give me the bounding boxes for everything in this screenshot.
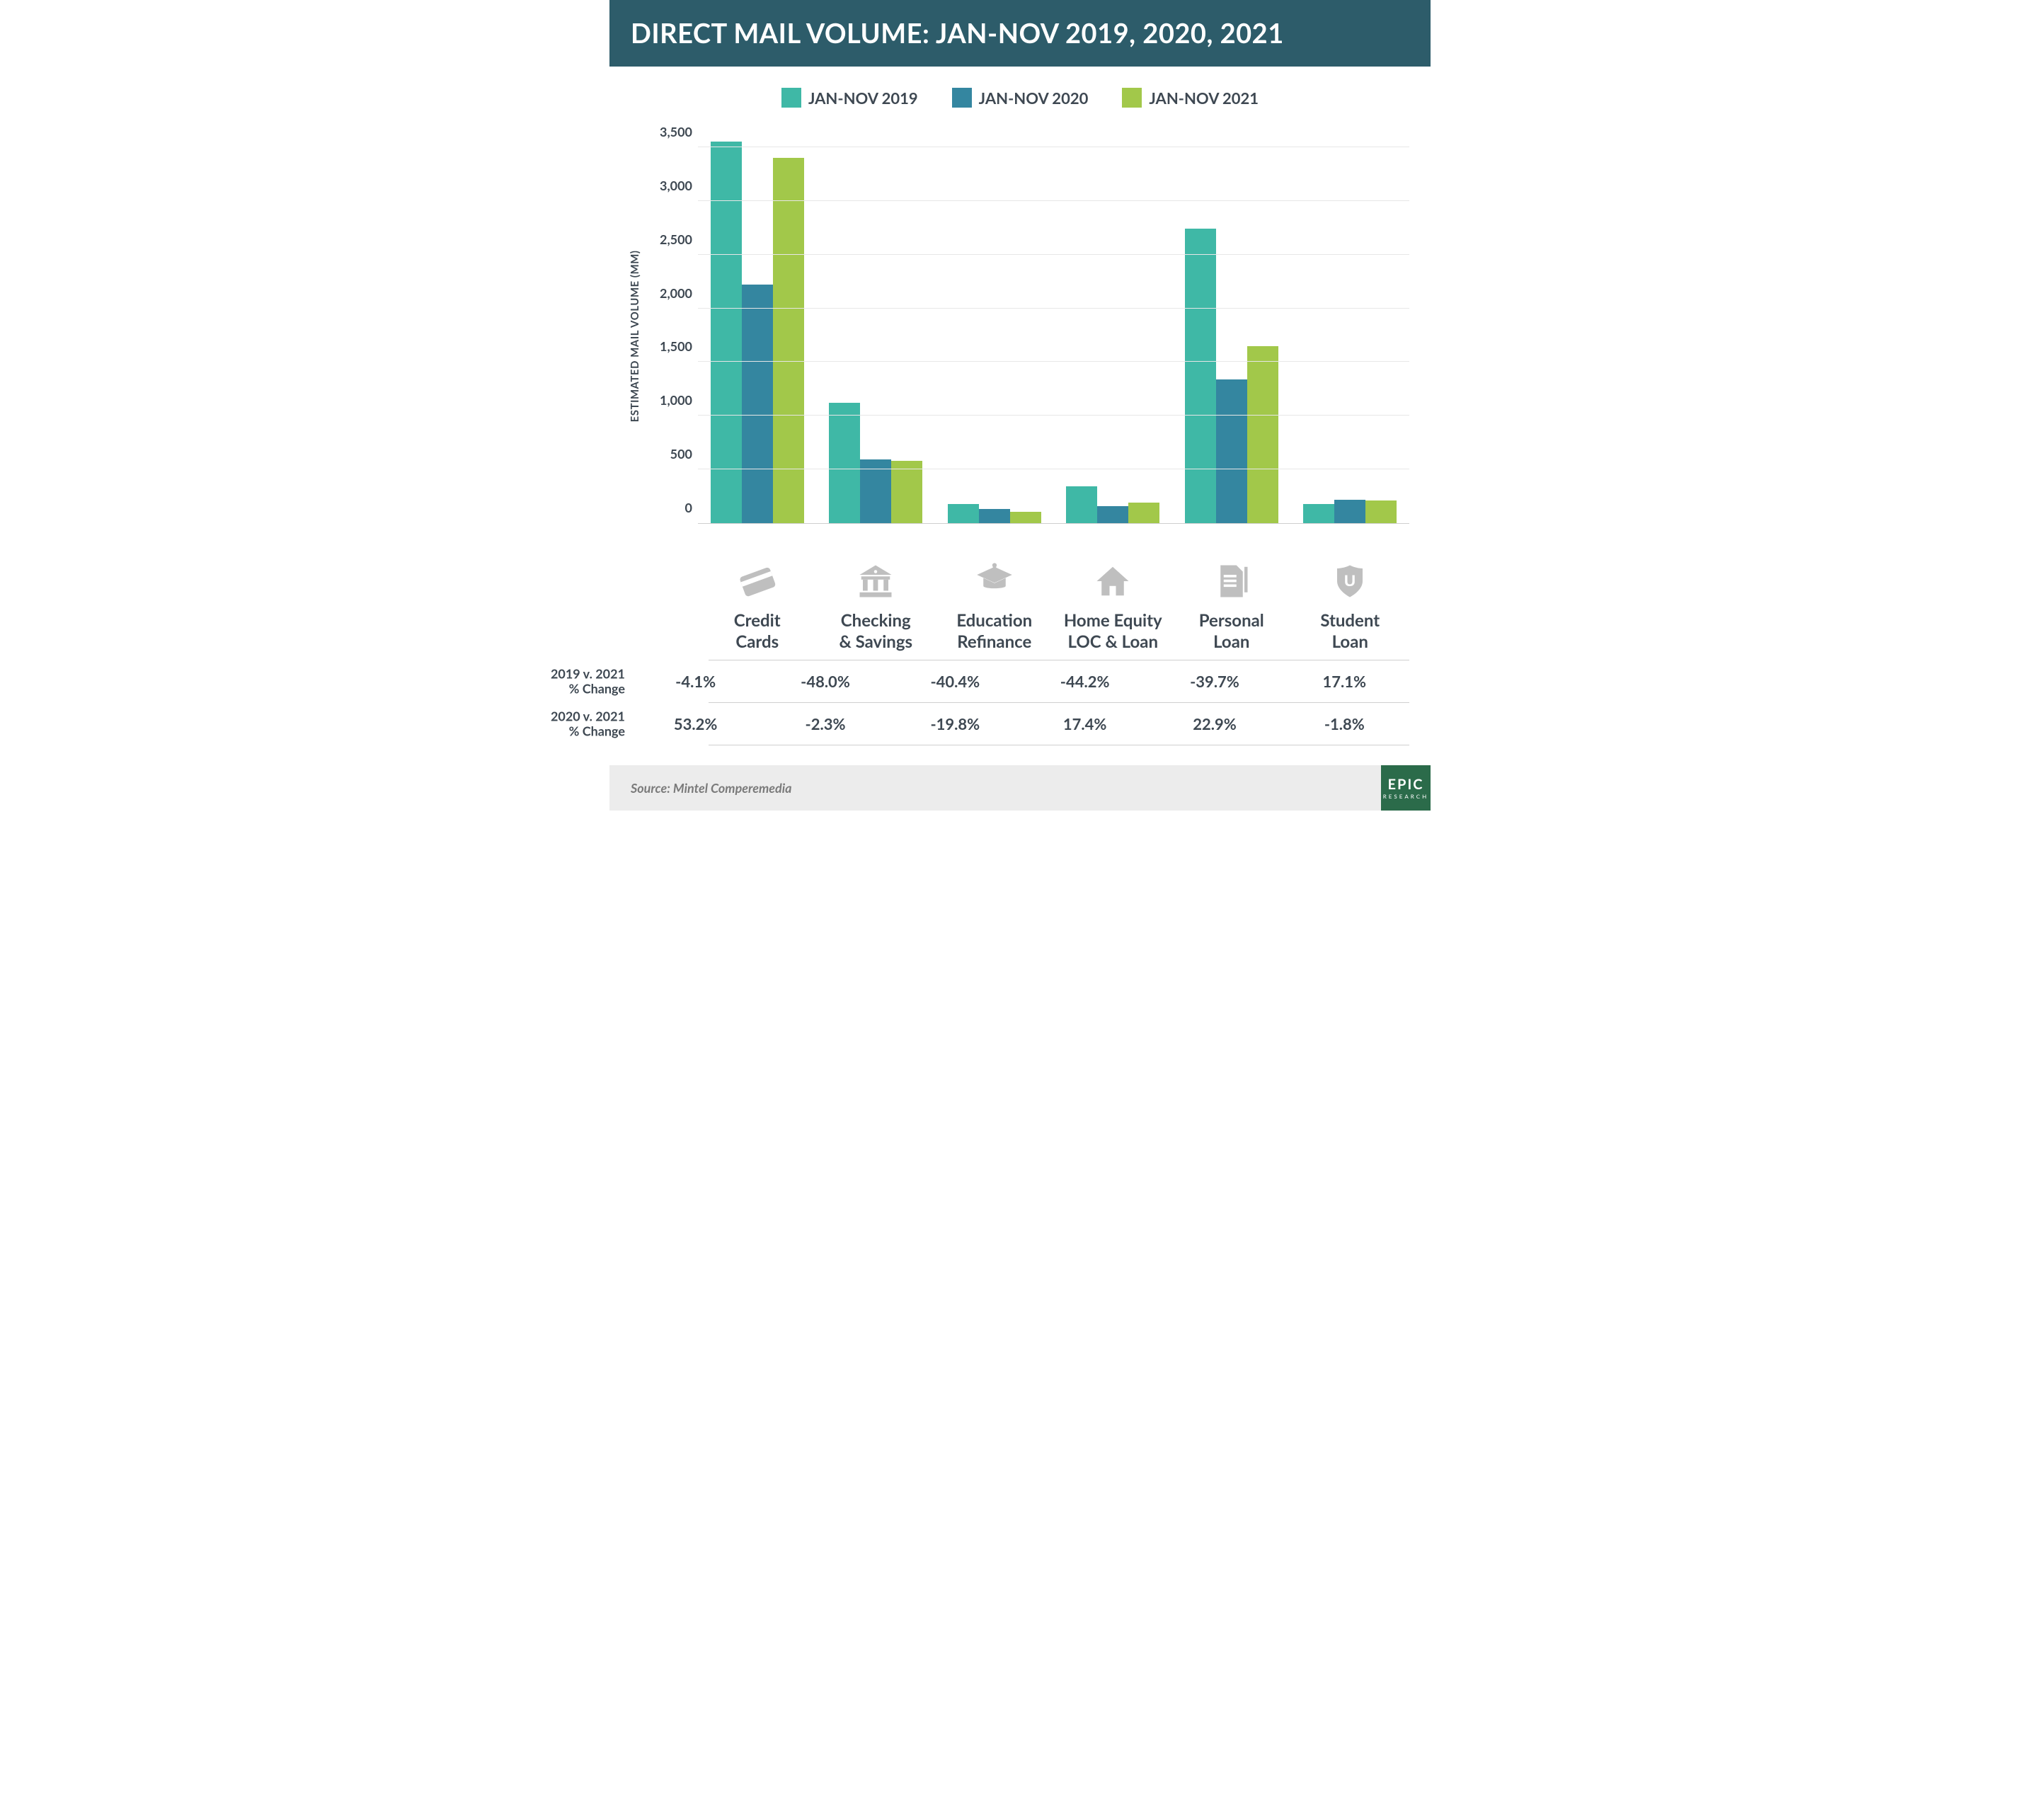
table-cell: -19.8%	[890, 703, 1020, 745]
category-labels-row: CreditCardsChecking& SavingsEducationRef…	[698, 610, 1409, 653]
category-label: Checking& Savings	[817, 610, 936, 653]
y-tick-label: 3,000	[657, 178, 692, 193]
credit-card-icon	[698, 562, 817, 603]
bar	[1303, 504, 1334, 523]
title-bar: DIRECT MAIL VOLUME: JAN-NOV 2019, 2020, …	[609, 0, 1431, 67]
chart-container: DIRECT MAIL VOLUME: JAN-NOV 2019, 2020, …	[609, 0, 1431, 811]
logo-line2: RESEARCH	[1383, 793, 1428, 800]
category-label: StudentLoan	[1291, 610, 1410, 653]
graduation-icon	[935, 562, 1054, 603]
svg-text:U: U	[1344, 572, 1356, 590]
table-cell: -48.0%	[760, 660, 890, 702]
change-table: 2019 v. 2021% Change-4.1%-48.0%-40.4%-44…	[631, 660, 1409, 745]
legend-label: JAN-NOV 2020	[979, 88, 1089, 108]
category-icons-row: U	[698, 562, 1409, 603]
table-cell: 17.1%	[1280, 660, 1409, 702]
bar-group	[698, 120, 817, 523]
category-label: EducationRefinance	[935, 610, 1054, 653]
bar-group	[1054, 120, 1173, 523]
bar-group	[817, 120, 936, 523]
table-cell: 17.4%	[1020, 703, 1150, 745]
bar	[891, 461, 922, 523]
document-icon	[1172, 562, 1291, 603]
gridline	[698, 415, 1409, 416]
legend-swatch	[952, 88, 972, 108]
y-tick-label: 2,500	[657, 231, 692, 247]
legend-swatch	[1122, 88, 1142, 108]
logo-line1: EPIC	[1387, 776, 1423, 793]
table-cell: -44.2%	[1020, 660, 1150, 702]
x-axis: U CreditCardsChecking& SavingsEducationR…	[631, 562, 1409, 653]
legend-swatch	[781, 88, 801, 108]
bar	[1066, 486, 1097, 523]
y-axis-label: ESTIMATED MAIL VOLUME (MM)	[629, 251, 641, 423]
legend: JAN-NOV 2019 JAN-NOV 2020 JAN-NOV 2021	[631, 88, 1409, 108]
category-label: Home EquityLOC & Loan	[1054, 610, 1173, 653]
legend-item: JAN-NOV 2021	[1122, 88, 1259, 108]
table-cell: -40.4%	[890, 660, 1020, 702]
y-tick-label: 1,000	[657, 392, 692, 408]
category-label: CreditCards	[698, 610, 817, 653]
y-tick-label: 0	[657, 500, 692, 515]
table-cell: -2.3%	[760, 703, 890, 745]
table-cell: -39.7%	[1150, 660, 1279, 702]
house-icon	[1054, 562, 1173, 603]
legend-label: JAN-NOV 2021	[1149, 88, 1259, 108]
category-label: PersonalLoan	[1172, 610, 1291, 653]
bar	[829, 403, 860, 523]
epic-logo: EPIC RESEARCH	[1381, 765, 1431, 811]
table-row-label: 2020 v. 2021% Change	[510, 709, 631, 739]
table-cell: -1.8%	[1280, 703, 1409, 745]
y-tick-label: 1,500	[657, 338, 692, 354]
shield-u-icon: U	[1291, 562, 1410, 603]
bar	[1216, 379, 1247, 523]
y-tick-label: 500	[657, 446, 692, 462]
bar	[742, 285, 773, 523]
chart-area: ESTIMATED MAIL VOLUME (MM) 05001,0001,50…	[631, 120, 1409, 552]
table-row: 2019 v. 2021% Change-4.1%-48.0%-40.4%-44…	[709, 660, 1409, 702]
legend-item: JAN-NOV 2020	[952, 88, 1089, 108]
table-cell: 22.9%	[1150, 703, 1279, 745]
legend-label: JAN-NOV 2019	[808, 88, 918, 108]
bar	[979, 509, 1010, 523]
bar-group	[1291, 120, 1410, 523]
table-cell: 53.2%	[631, 703, 760, 745]
bar	[1365, 500, 1397, 523]
gridline	[698, 254, 1409, 255]
gridline	[698, 200, 1409, 201]
chart-wrap: JAN-NOV 2019 JAN-NOV 2020 JAN-NOV 2021 EST…	[609, 67, 1431, 745]
table-row-label: 2019 v. 2021% Change	[510, 666, 631, 697]
table-row: 2020 v. 2021% Change53.2%-2.3%-19.8%17.4…	[709, 702, 1409, 745]
gridline	[698, 361, 1409, 362]
gridline	[698, 308, 1409, 309]
bar-group	[1172, 120, 1291, 523]
bar-group	[935, 120, 1054, 523]
bar	[1128, 503, 1159, 523]
y-tick-label: 2,000	[657, 285, 692, 301]
chart-title: DIRECT MAIL VOLUME: JAN-NOV 2019, 2020, …	[631, 17, 1409, 50]
footer: Source: Mintel Comperemedia EPIC RESEARC…	[609, 765, 1431, 811]
bank-icon	[817, 562, 936, 603]
bar	[711, 142, 742, 523]
bar	[1097, 506, 1128, 523]
bar	[1185, 229, 1216, 523]
legend-item: JAN-NOV 2019	[781, 88, 918, 108]
table-cell: -4.1%	[631, 660, 760, 702]
plot: 05001,0001,5002,0002,5003,0003,500	[698, 120, 1409, 524]
bar	[948, 504, 979, 523]
bars-layer	[698, 120, 1409, 523]
bar	[1247, 346, 1278, 523]
source-text: Source: Mintel Comperemedia	[631, 780, 792, 796]
bar	[1010, 512, 1041, 523]
bar	[1334, 500, 1365, 523]
y-tick-label: 3,500	[657, 124, 692, 139]
